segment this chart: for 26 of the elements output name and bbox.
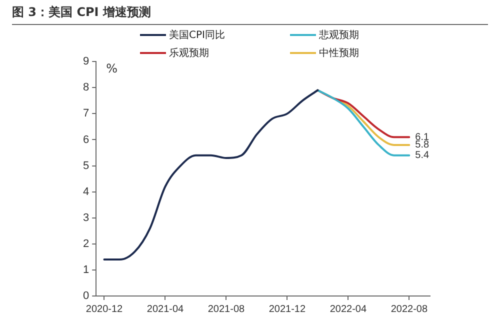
y-tick-label: 8 [82,82,90,94]
y-tick-label: 5 [82,160,90,172]
x-tick-label: 2020-12 [86,304,124,315]
y-tick-label: 1 [82,264,90,276]
chart-title: 图 3：美国 CPI 增速预测 [12,4,488,25]
y-tick-label: 0 [82,290,90,302]
y-tick-label: 3 [82,212,90,224]
line-series [103,89,319,261]
y-tick-label: 4 [82,186,90,198]
y-tick-label: 7 [82,108,90,120]
x-tick-label: 2021-04 [146,304,184,315]
legend-label: 中性预期 [319,46,359,60]
y-tick-label: 6 [82,134,90,146]
legend-label: 悲观预期 [319,28,359,42]
legend-label: 乐观预期 [169,46,209,60]
data-label: 5.4 [415,150,430,162]
data-label: 5.8 [415,140,430,151]
y-tick-label: 9 [82,56,90,68]
y-axis-title: % [106,62,118,76]
x-tick-label: 2021-12 [268,304,306,315]
x-tick-label: 2022-04 [330,304,367,315]
line-series [316,89,410,156]
x-tick-label: 2022-08 [390,304,428,315]
x-tick-label: 2021-08 [208,304,245,315]
legend-label: 美国CPI同比 [169,28,225,42]
y-tick-label: 2 [82,238,90,250]
